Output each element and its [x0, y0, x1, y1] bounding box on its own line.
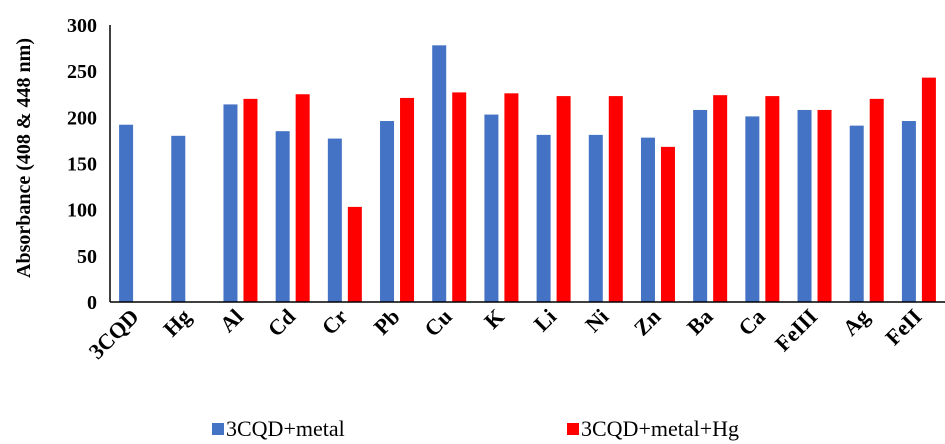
bar-3cqd-metal [119, 124, 134, 302]
x-tick-label: Li [529, 304, 561, 336]
x-tick-label: Cu [419, 304, 457, 342]
bar-3cqd-metal [171, 135, 186, 302]
legend-swatch [567, 423, 579, 435]
bar-series [119, 45, 936, 303]
x-tick-label: Al [215, 304, 248, 337]
x-tick-label: Cr [317, 304, 353, 340]
bar-3cqd-metal-hg [295, 94, 310, 302]
bar-3cqd-metal-hg [608, 96, 623, 302]
bar-3cqd-metal [797, 109, 812, 303]
bar-3cqd-metal-hg [713, 95, 728, 302]
bar-3cqd-metal [640, 137, 655, 302]
x-tick-label: FeII [880, 304, 926, 350]
y-tick-label: 150 [67, 154, 97, 176]
y-tick-label: 300 [67, 15, 97, 37]
x-tick-label: Ba [682, 304, 718, 340]
y-tick-label: 100 [67, 200, 97, 222]
bar-3cqd-metal [432, 45, 447, 303]
bar-3cqd-metal-hg [817, 109, 832, 303]
bar-3cqd-metal-hg [504, 93, 519, 303]
x-tick-label: Hg [158, 304, 196, 342]
bar-3cqd-metal [745, 116, 760, 302]
legend-swatch [212, 423, 224, 435]
bar-3cqd-metal [693, 109, 708, 303]
bar-3cqd-metal-hg [452, 92, 467, 302]
x-tick-label: Cd [263, 304, 301, 342]
legend-label: 3CQD+metal [226, 416, 345, 441]
bar-3cqd-metal [901, 121, 916, 302]
bar-3cqd-metal [223, 104, 238, 302]
bar-3cqd-metal-hg [347, 206, 362, 302]
bar-3cqd-metal-hg [660, 146, 675, 302]
bar-3cqd-metal [380, 121, 395, 302]
y-axis-ticks: 0 50 100 150 200 250 300 [67, 15, 97, 314]
y-tick-label: 0 [87, 292, 97, 314]
x-axis-ticks: 3CQD Hg Al Cd Cr Pb Cu K Li Ni Zn Ba Ca FeIII Ag FeII [84, 304, 927, 364]
x-tick-label: Ca [733, 304, 770, 341]
x-tick-label: Pb [369, 304, 405, 340]
bar-3cqd-metal [327, 138, 342, 302]
x-tick-label: Ag [838, 304, 875, 341]
bar-3cqd-metal-hg [243, 98, 258, 302]
x-tick-label: Ni [580, 304, 613, 337]
bar-3cqd-metal-hg [400, 97, 415, 303]
legend: 3CQD+metal 3CQD+metal+Hg [212, 416, 739, 441]
y-axis-label: Absorbance (408 & 448 nm) [13, 38, 35, 278]
y-tick-label: 200 [67, 107, 97, 129]
bar-3cqd-metal-hg [765, 96, 780, 302]
bar-3cqd-metal [588, 134, 603, 302]
x-tick-label: Zn [629, 304, 666, 341]
bar-3cqd-metal-hg [869, 98, 884, 302]
bar-3cqd-metal-hg [556, 96, 571, 302]
bar-3cqd-metal [849, 125, 864, 302]
bar-3cqd-metal [484, 114, 499, 303]
y-tick-label: 250 [67, 61, 97, 83]
x-tick-label: FeIII [770, 304, 822, 356]
bar-3cqd-metal-hg [921, 77, 936, 302]
bar-3cqd-metal [536, 134, 551, 302]
bar-3cqd-metal [275, 131, 290, 302]
legend-label: 3CQD+metal+Hg [581, 416, 739, 441]
y-tick-label: 50 [77, 246, 97, 268]
x-tick-label: K [479, 304, 509, 334]
